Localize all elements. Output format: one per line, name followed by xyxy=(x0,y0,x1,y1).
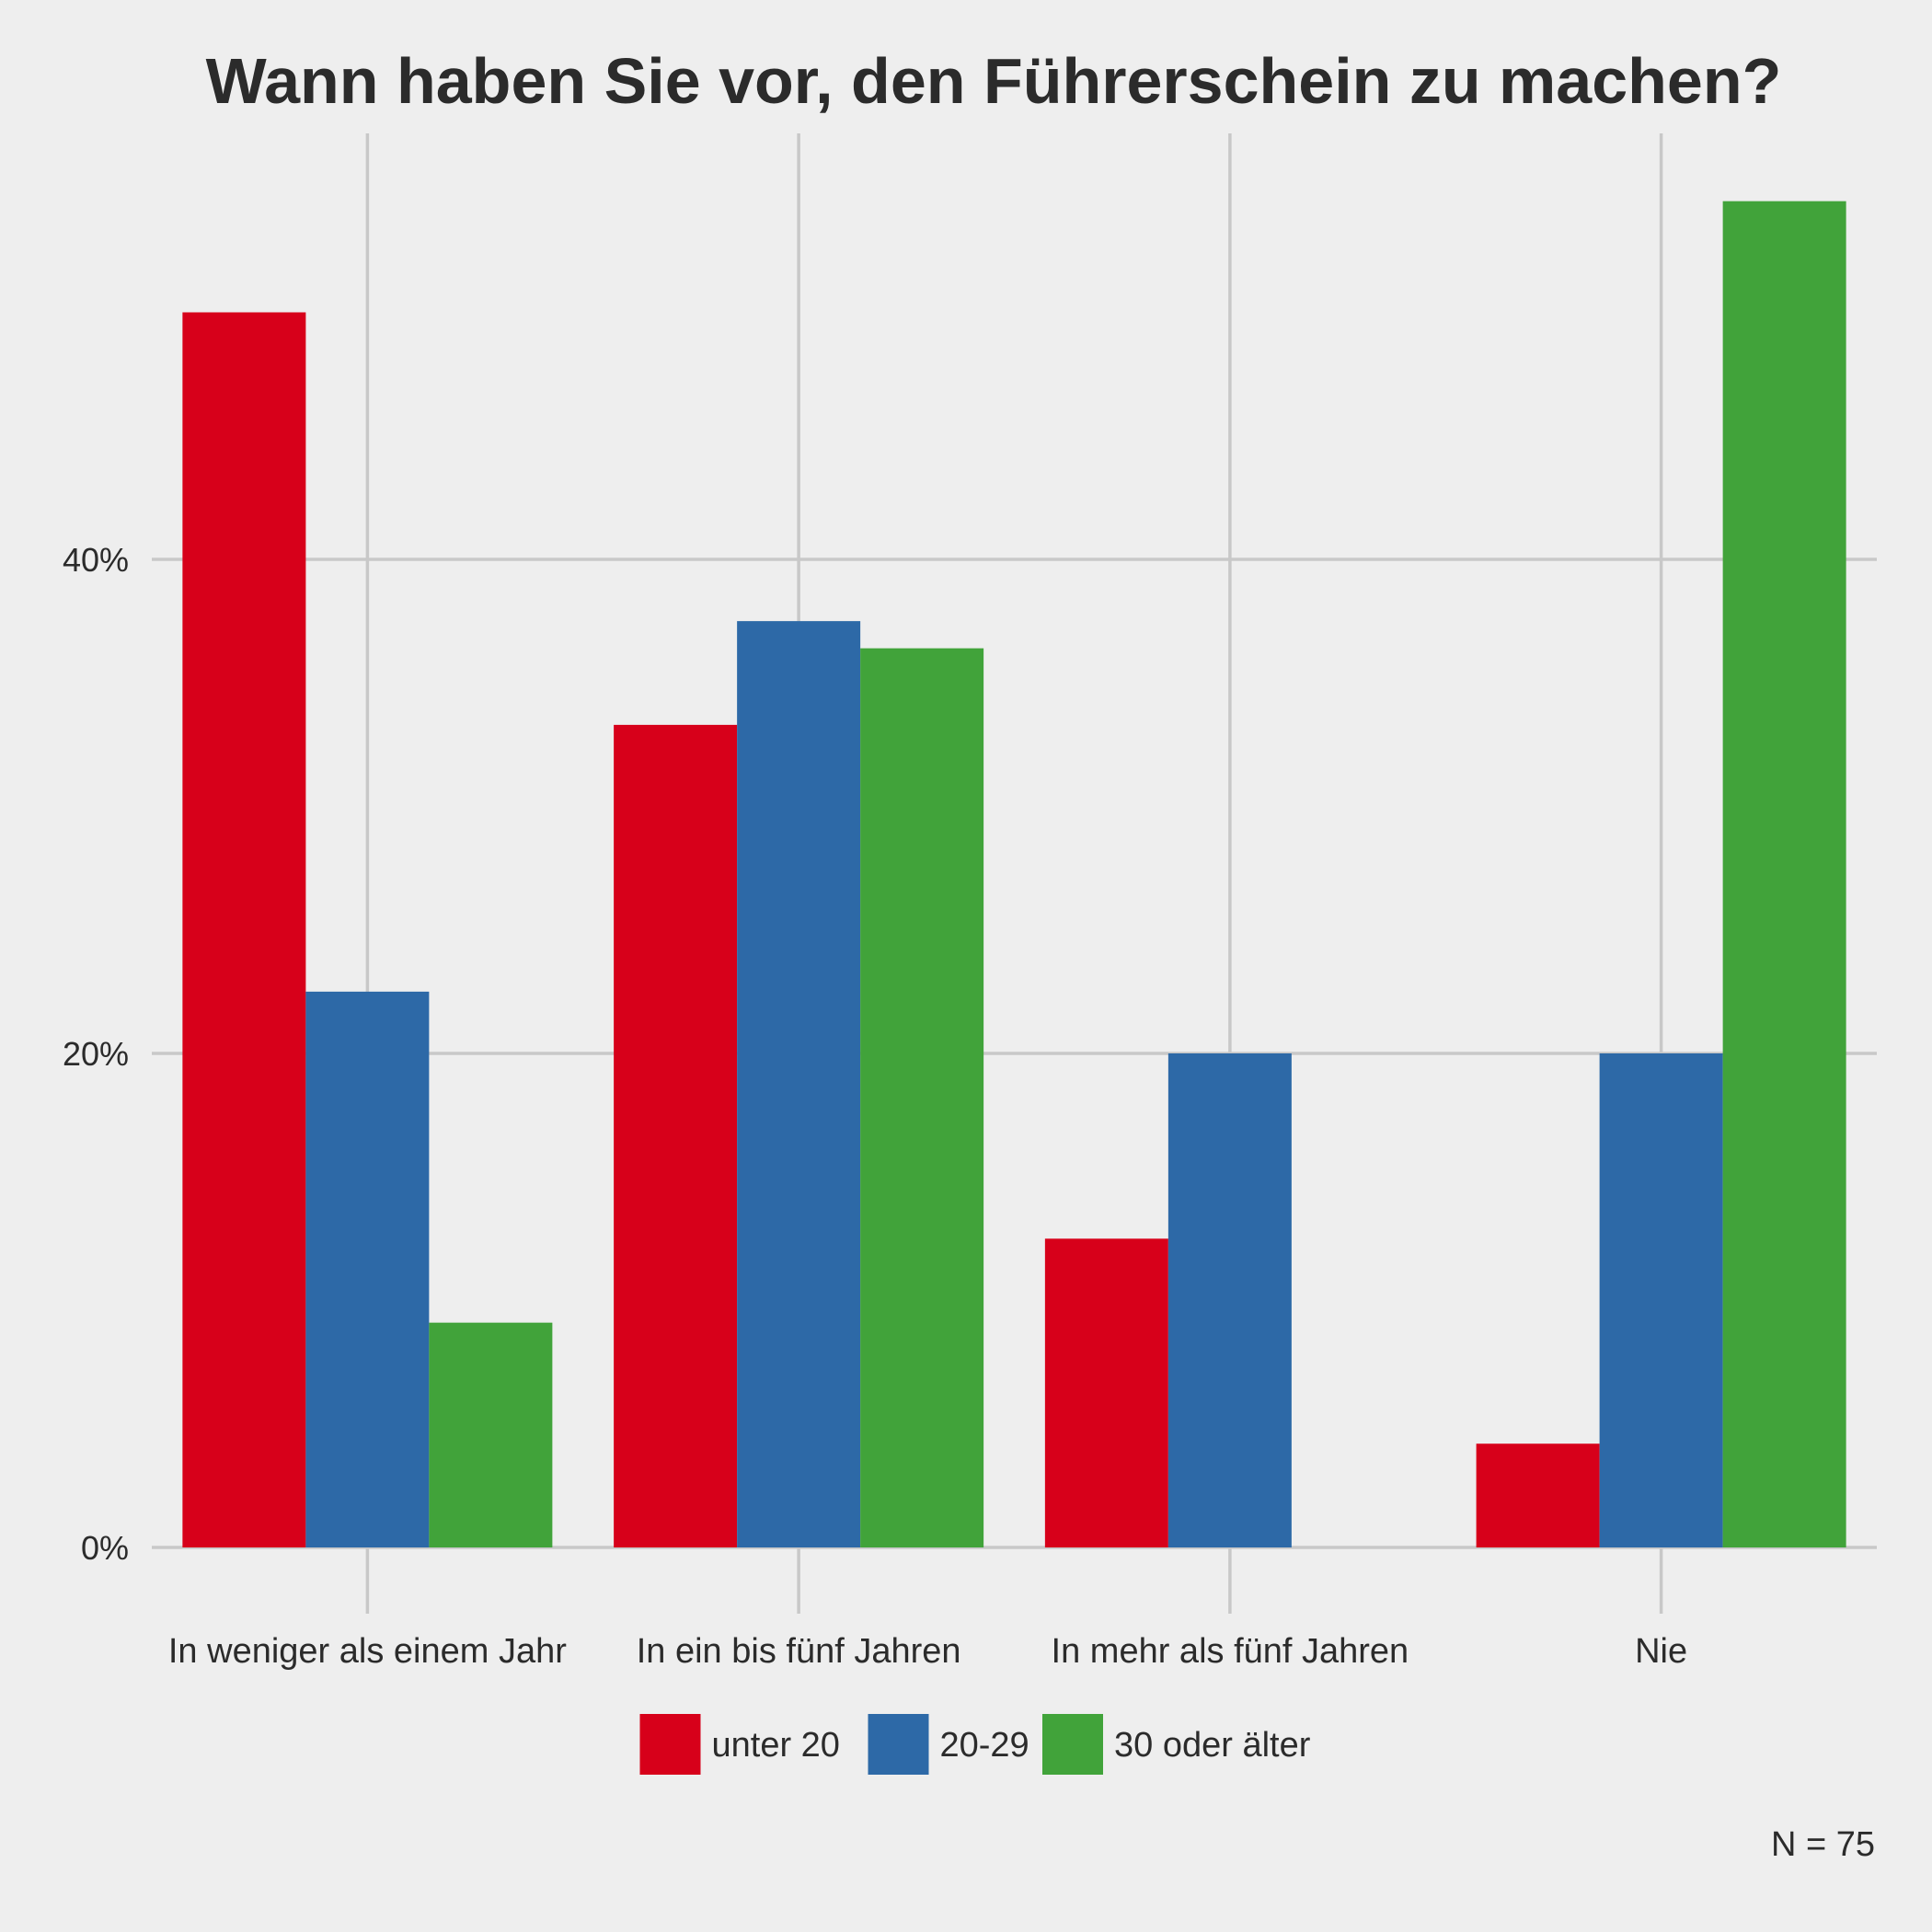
y-tick-label: 40% xyxy=(63,541,129,579)
bar xyxy=(860,648,984,1547)
bar xyxy=(1476,1443,1600,1547)
legend-key xyxy=(1042,1714,1103,1775)
x-tick-label: In weniger als einem Jahr xyxy=(168,1632,567,1671)
bar xyxy=(614,724,738,1547)
x-tick-label: In mehr als fünf Jahren xyxy=(1052,1632,1409,1671)
bar xyxy=(182,312,306,1547)
bar xyxy=(737,621,861,1547)
bars xyxy=(182,201,1846,1547)
chart-title: Wann haben Sie vor, den Führerschein zu … xyxy=(206,45,1782,117)
bar xyxy=(1722,201,1846,1547)
y-tick-label: 0% xyxy=(81,1529,129,1567)
legend-key xyxy=(868,1714,929,1775)
bar xyxy=(429,1322,553,1547)
bar xyxy=(1044,1238,1168,1547)
y-tick-label: 20% xyxy=(63,1035,129,1073)
bar xyxy=(305,991,430,1547)
legend-label: 30 oder älter xyxy=(1114,1726,1311,1765)
legend-label: unter 20 xyxy=(712,1726,840,1765)
x-tick-label: Nie xyxy=(1635,1632,1687,1671)
y-axis-ticks: 0% 20% 40% xyxy=(63,541,129,1567)
x-axis-ticks: In weniger als einem Jahr In ein bis fünf… xyxy=(168,1632,1687,1671)
legend: unter 20 20-29 30 oder älter xyxy=(639,1714,1311,1775)
bar xyxy=(1167,1053,1292,1547)
legend-key xyxy=(639,1714,701,1775)
x-tick-label: In ein bis fünf Jahren xyxy=(637,1632,961,1671)
legend-label: 20-29 xyxy=(940,1726,1029,1765)
sample-size-caption: N = 75 xyxy=(1771,1825,1875,1864)
bar xyxy=(1599,1053,1723,1547)
